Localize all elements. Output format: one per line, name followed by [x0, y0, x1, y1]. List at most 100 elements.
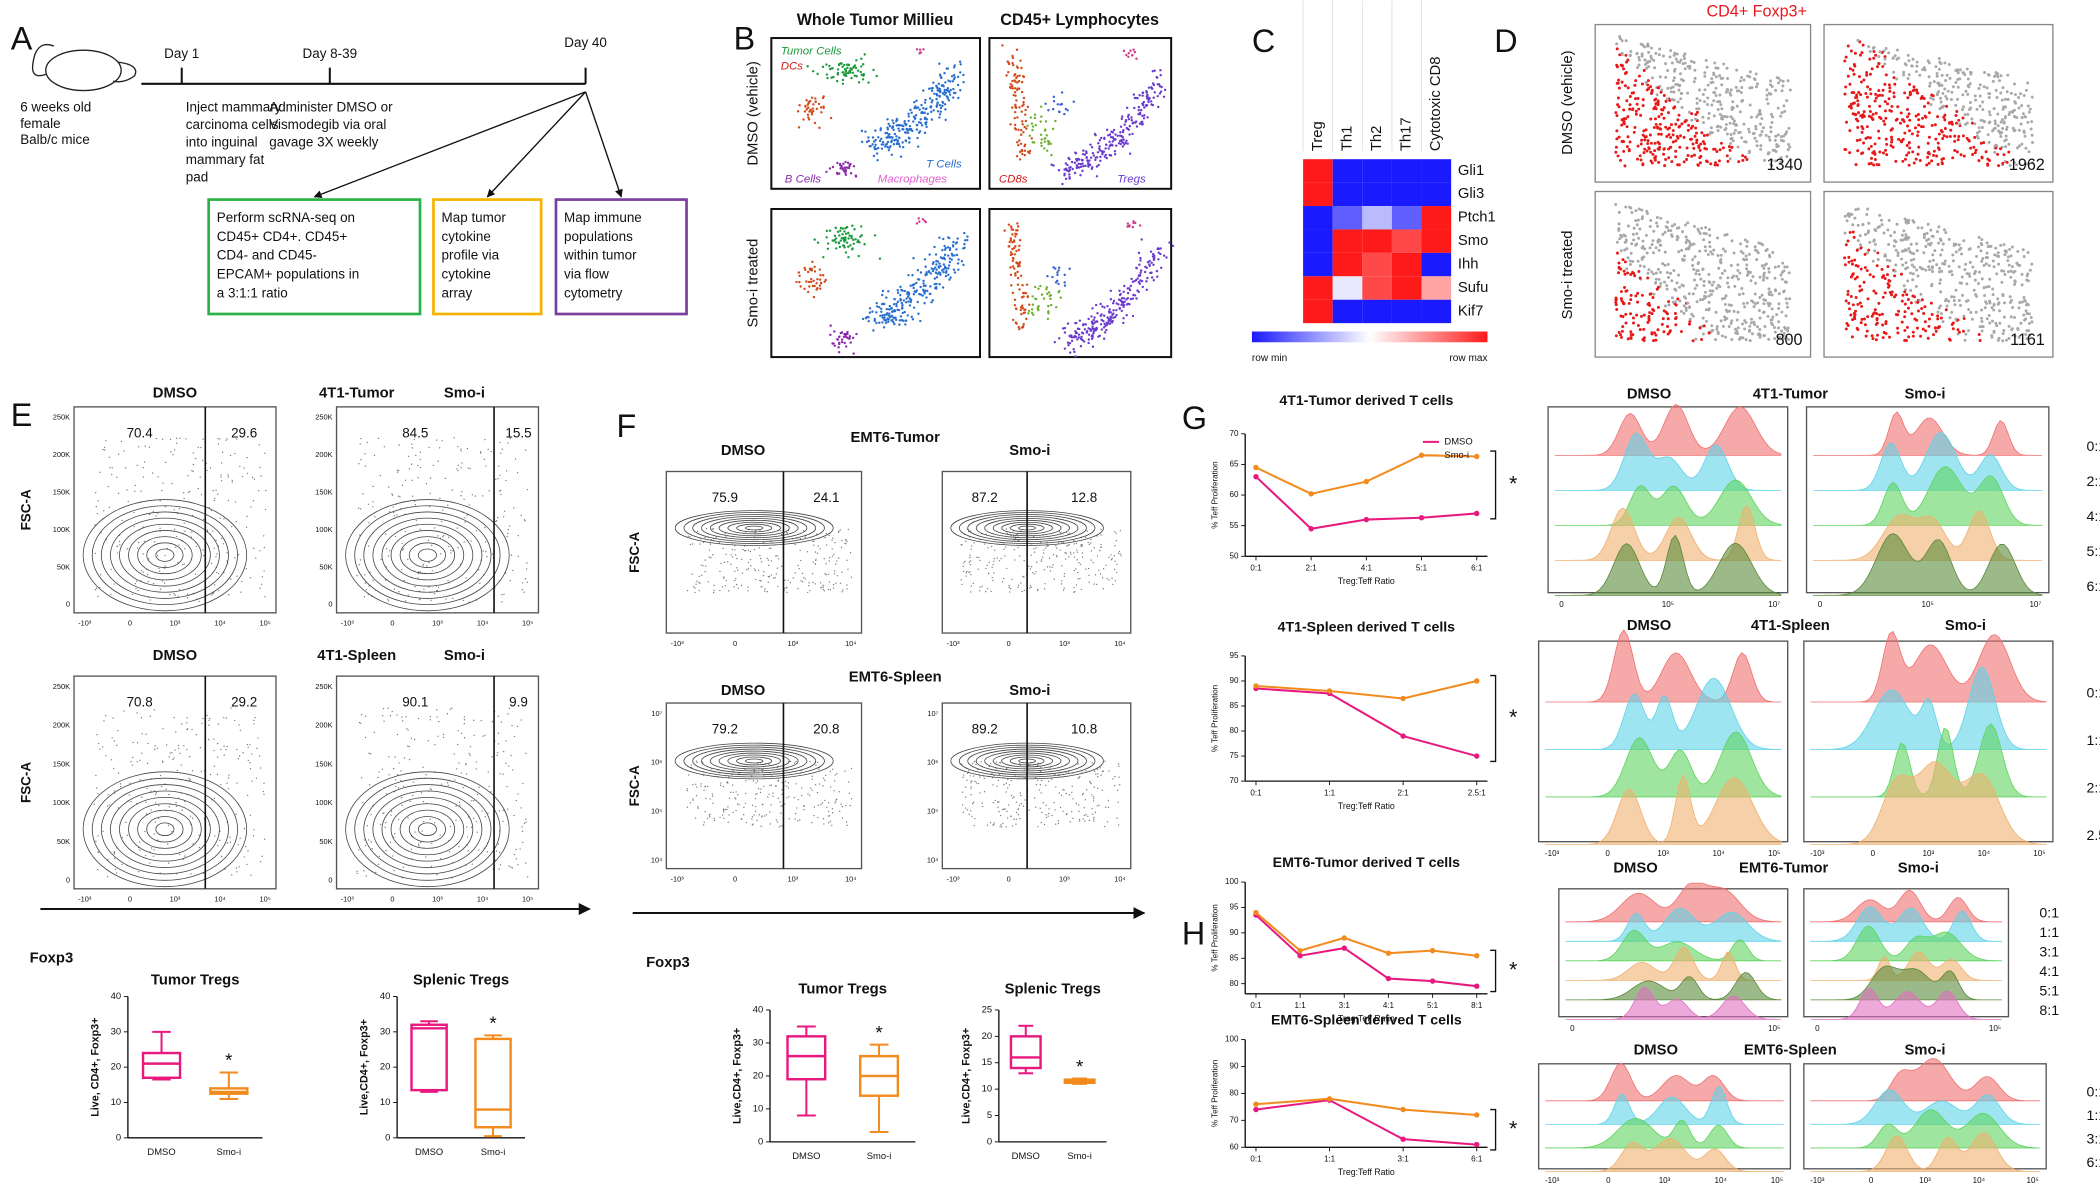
flow-event — [213, 749, 215, 752]
scatter-point — [1749, 279, 1753, 283]
scatter-point — [1651, 307, 1655, 311]
flow-event — [510, 554, 513, 556]
flow-event — [137, 589, 139, 592]
flow-event — [260, 475, 262, 477]
umap-point — [841, 82, 845, 86]
umap-point — [922, 89, 925, 92]
flow-event — [99, 586, 101, 589]
flow-event — [377, 776, 379, 779]
flow-event — [155, 791, 157, 794]
flow-event — [123, 710, 125, 712]
umap-point — [1067, 343, 1070, 347]
scatter-point — [1991, 79, 1995, 83]
scatter-point — [1928, 81, 1932, 85]
flow-event — [117, 772, 120, 774]
umap-point — [805, 108, 809, 111]
scatter-point — [1680, 122, 1684, 126]
scatter-point — [1997, 254, 2001, 258]
flow-event — [113, 583, 115, 585]
scatter-point — [1617, 228, 1621, 232]
umap-point — [1077, 157, 1080, 161]
umap-point — [1127, 55, 1130, 58]
scatter-point — [1896, 331, 1900, 335]
heatmap-cell — [1421, 252, 1452, 277]
umap-point — [1129, 297, 1133, 301]
umap-point — [911, 129, 914, 133]
umap-point — [1142, 100, 1146, 104]
scatter-point — [1940, 83, 1944, 87]
scatter-point — [1662, 116, 1666, 120]
scatter-point — [1990, 335, 1994, 339]
scatter-point — [1852, 312, 1856, 315]
umap-point — [868, 144, 871, 148]
umap-point — [1009, 266, 1012, 269]
scatter-point — [1927, 265, 1931, 269]
umap-point — [843, 68, 847, 71]
flow-event — [419, 466, 422, 469]
scatter-point — [1716, 236, 1720, 240]
umap-point — [918, 52, 921, 55]
umap-point — [851, 71, 855, 75]
flow-event — [457, 546, 459, 549]
scatter-point — [1905, 153, 1909, 157]
heatmap-column-label: Treg — [1310, 121, 1326, 151]
scatter-point — [1906, 115, 1909, 119]
flow-event — [150, 847, 153, 849]
flow-event — [139, 759, 141, 762]
scatter-point — [1649, 46, 1653, 50]
umap-point — [1012, 93, 1015, 97]
scatter-point — [1899, 111, 1903, 115]
scatter-point — [1629, 273, 1633, 276]
umap-point — [932, 109, 935, 112]
scatter-point — [1661, 262, 1665, 266]
flow-event — [426, 565, 428, 567]
scatter-point — [1941, 137, 1945, 141]
umap-point — [932, 81, 935, 84]
scatter-point — [1975, 131, 1979, 135]
umap-point — [1082, 340, 1086, 343]
umap-point — [1129, 284, 1133, 288]
umap-point — [841, 227, 845, 230]
scatter-point — [1645, 209, 1649, 213]
umap-point — [909, 127, 913, 131]
scatter-point — [1741, 158, 1745, 162]
scatter-point — [1737, 160, 1741, 164]
scatter-point — [1906, 306, 1910, 310]
flow-contour — [137, 536, 193, 575]
scatter-point — [1761, 243, 1765, 247]
scatter-point — [1993, 126, 1997, 130]
flow-event — [429, 477, 432, 479]
scatter-point — [1703, 88, 1707, 92]
scatter-point — [1880, 93, 1884, 97]
scatter-point — [1774, 88, 1778, 92]
umap-point — [1015, 154, 1019, 158]
scatter-point — [1980, 329, 1984, 333]
umap-point — [868, 311, 872, 314]
scatter-point — [2025, 337, 2029, 341]
scatter-point — [1705, 65, 1709, 69]
flow-event — [404, 530, 406, 533]
scatter-point — [1927, 237, 1931, 241]
flow-event — [356, 574, 358, 577]
scatter-point — [1732, 309, 1736, 313]
scatter-point — [1715, 125, 1719, 129]
scatter-point — [1884, 46, 1888, 50]
scatter-point — [1991, 293, 1995, 297]
scatter-point — [1902, 229, 1906, 233]
scatter-point — [1999, 135, 2003, 139]
flow-event — [173, 593, 175, 595]
label: B Cells — [785, 173, 822, 185]
scatter-point — [1943, 61, 1947, 65]
umap-point — [815, 281, 818, 285]
scatter-point — [1694, 272, 1698, 276]
umap-point — [850, 76, 853, 80]
scatter-point — [1851, 230, 1855, 234]
flow-event — [363, 839, 366, 841]
umap-point — [796, 110, 800, 113]
flow-event — [430, 865, 433, 868]
umap-point — [1100, 149, 1103, 153]
umap-point — [1118, 289, 1121, 292]
umap-point — [860, 73, 863, 76]
umap-point — [1074, 321, 1077, 325]
scatter-point — [1672, 53, 1676, 57]
